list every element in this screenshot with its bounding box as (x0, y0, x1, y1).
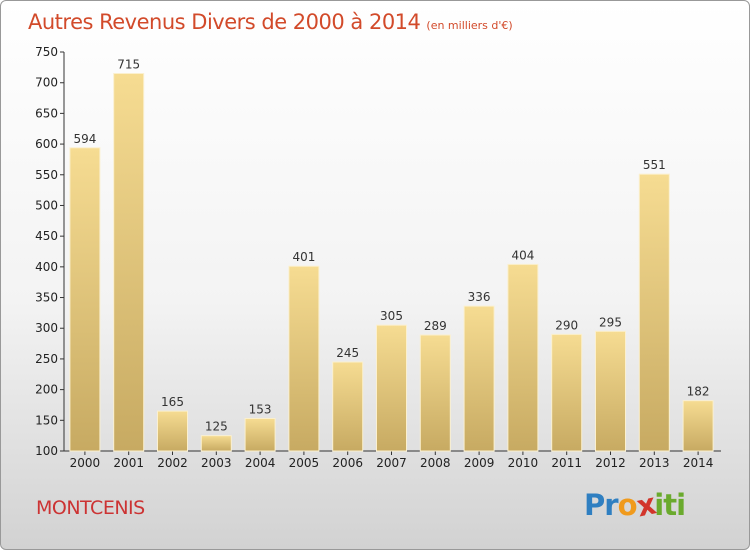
logo-letter: i (654, 488, 664, 522)
data-label-2001: 715 (117, 57, 140, 71)
proxiti-logo: Proxiti (584, 487, 686, 524)
x-tick-label-2002: 2002 (157, 456, 188, 470)
x-tick-label-2000: 2000 (70, 456, 101, 470)
logo-letter: t (663, 488, 677, 522)
bar-2001 (113, 72, 145, 452)
y-tick-label: 300 (35, 321, 58, 335)
y-tick-label: 500 (35, 198, 58, 212)
bar-2009 (463, 305, 495, 452)
bar-2004 (244, 417, 276, 452)
bar-2011 (551, 333, 583, 452)
x-tick-label-2005: 2005 (289, 456, 320, 470)
y-tick-label: 450 (35, 229, 58, 243)
bar-2003 (200, 435, 232, 452)
logo-letter: r (604, 488, 618, 522)
data-label-2004: 153 (249, 402, 272, 416)
bars (69, 72, 714, 452)
y-tick-label: 100 (35, 444, 58, 458)
x-tick-label-2008: 2008 (420, 456, 451, 470)
data-label-2006: 245 (336, 346, 359, 360)
data-label-2014: 182 (687, 385, 710, 399)
bar-2000 (69, 147, 101, 452)
data-label-2002: 165 (161, 395, 184, 409)
data-label-2012: 295 (599, 315, 622, 329)
logo-letter: i (676, 488, 686, 522)
y-tick-label: 150 (35, 413, 58, 427)
y-tick-label: 750 (35, 45, 58, 59)
data-label-2003: 125 (205, 420, 228, 434)
bar-2010 (507, 263, 539, 452)
x-tick-label-2012: 2012 (595, 456, 626, 470)
y-tick-label: 400 (35, 260, 58, 274)
data-label-2007: 305 (380, 309, 403, 323)
x-tick-label-2010: 2010 (508, 456, 539, 470)
bar-2005 (288, 265, 320, 452)
place-name: MONTCENIS (36, 497, 145, 519)
logo-letter: P (584, 488, 605, 522)
y-tick-label: 350 (35, 291, 58, 305)
data-label-2013: 551 (643, 158, 666, 172)
chart-title: Autres Revenus Divers de 2000 à 2014 (en … (28, 10, 513, 34)
x-tick-label-2004: 2004 (245, 456, 276, 470)
y-tick-label: 550 (35, 168, 58, 182)
data-label-2011: 290 (555, 318, 578, 332)
y-tick-label: 200 (35, 383, 58, 397)
bar-2013 (638, 173, 670, 452)
x-tick-label-2014: 2014 (683, 456, 714, 470)
x-tick-label-2003: 2003 (201, 456, 232, 470)
x-tick-label-2013: 2013 (639, 456, 670, 470)
x-tick-label-2009: 2009 (464, 456, 495, 470)
y-tick-label: 600 (35, 137, 58, 151)
x-tick-label-2001: 2001 (113, 456, 144, 470)
bar-2002 (157, 410, 188, 452)
bar-2012 (595, 330, 626, 452)
bar-2007 (376, 324, 407, 452)
data-label-2010: 404 (511, 248, 534, 262)
logo-letter: o (617, 488, 638, 522)
x-tick-label-2011: 2011 (551, 456, 582, 470)
y-tick-label: 250 (35, 352, 58, 366)
y-tick-label: 650 (35, 106, 58, 120)
axes: 100 150 200 250 300 350 400 450 500 550 600 650 700 7… (35, 45, 721, 470)
x-tick-label-2006: 2006 (332, 456, 363, 470)
chart-subtitle: (en milliers d'€) (426, 19, 513, 32)
data-label-2005: 401 (292, 250, 315, 264)
data-labels: 594 715 165 125 153 401 245 305 289 336 404 290 295 5… (73, 57, 709, 433)
data-label-2008: 289 (424, 319, 447, 333)
bar-2008 (419, 334, 451, 452)
data-label-2000: 594 (73, 132, 96, 146)
data-label-2009: 336 (468, 290, 491, 304)
bar-2006 (332, 361, 364, 452)
x-tick-label-2007: 2007 (376, 456, 407, 470)
y-tick-label: 700 (35, 76, 58, 90)
bar-2014 (682, 400, 714, 452)
